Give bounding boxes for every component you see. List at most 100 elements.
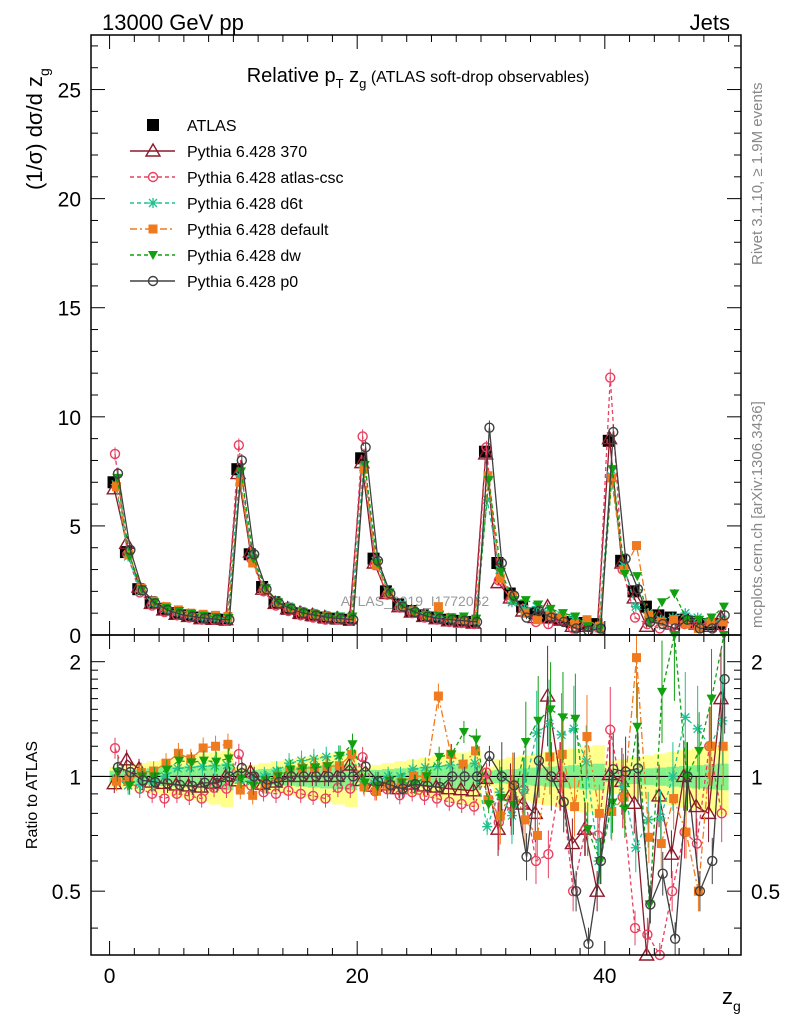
ratio-point: [334, 761, 344, 771]
ratio-point: [519, 784, 530, 795]
ratio-point: [570, 802, 580, 812]
ratio-point: [236, 762, 248, 774]
ratio-point: [692, 723, 703, 734]
ratio-point: [211, 741, 221, 751]
x-tick-label: 40: [593, 965, 616, 988]
ratio-point: [619, 804, 630, 814]
data-point: [582, 615, 592, 625]
ratio-point: [307, 790, 319, 802]
ratio-point: [409, 778, 421, 790]
ratio-point: [508, 800, 519, 810]
ratio-point: [283, 785, 294, 797]
title-zg: z: [344, 65, 360, 87]
ratio-point: [592, 830, 604, 841]
data-point: [496, 557, 507, 569]
data-point: [545, 610, 555, 620]
ratio-point: [270, 788, 282, 800]
ratio-point: [483, 800, 494, 810]
data-point: [630, 601, 641, 612]
title-sub-g: g: [359, 76, 366, 91]
ratio-line: [113, 695, 722, 956]
ratio-point: [397, 778, 408, 788]
data-point: [149, 598, 161, 609]
bottom-y-axis-label: Ratio to ATLAS: [24, 741, 41, 849]
ratio-y-tick-label: 2: [751, 652, 763, 675]
data-point: [644, 610, 654, 620]
ratio-point: [221, 783, 232, 794]
y-tick-label: 10: [58, 407, 81, 430]
ratio-point: [248, 781, 259, 791]
ratio-point: [286, 771, 297, 782]
data-point: [233, 439, 245, 451]
ratio-point: [335, 751, 346, 761]
title-rest: (ATLAS soft-drop observables): [366, 69, 589, 86]
ratio-point: [663, 845, 680, 860]
ratio-point: [520, 738, 531, 748]
ratio-point: [605, 724, 616, 735]
data-point: [162, 604, 173, 616]
top-plot-title: Relative pT zg (ATLAS soft-drop observab…: [247, 65, 590, 91]
x-tick-label: 0: [104, 965, 116, 988]
ratio-point: [284, 758, 295, 769]
ratio-point: [594, 808, 604, 818]
data-point: [632, 583, 644, 595]
ratio-point: [608, 763, 619, 775]
ratio-point: [469, 758, 480, 769]
ratio-point: [489, 820, 507, 835]
ratio-point: [471, 746, 481, 756]
ratio-point: [632, 763, 644, 774]
data-point: [694, 615, 705, 625]
legend-marker: [148, 224, 158, 234]
ratio-point: [359, 782, 369, 792]
data-point: [187, 611, 198, 622]
data-point: [484, 422, 495, 433]
ratio-point: [508, 780, 520, 791]
ratio-point: [233, 748, 245, 760]
ratio-point: [496, 793, 507, 803]
legend-label: Pythia 6.428 dw: [187, 248, 301, 265]
ratio-point: [347, 740, 358, 750]
ratio-point: [595, 855, 607, 867]
legend-marker: [147, 275, 159, 287]
ratio-point: [468, 801, 480, 812]
ratio-point: [421, 772, 432, 782]
data-point: [605, 372, 616, 383]
data-point: [372, 555, 384, 567]
ratio-point: [545, 752, 555, 762]
data-point: [211, 614, 223, 625]
ratio-point: [199, 777, 210, 788]
ratio-point: [706, 741, 716, 751]
ratio-point: [159, 793, 170, 804]
legend-label: Pythia 6.428 p0: [187, 274, 298, 291]
data-point: [545, 604, 556, 614]
data-point: [521, 612, 532, 623]
ratio-point: [149, 776, 161, 788]
ratio-point: [456, 798, 467, 810]
ratio-point: [321, 751, 332, 762]
ratio-point: [422, 780, 433, 792]
ratio-point: [420, 762, 431, 773]
ratio-point: [248, 790, 258, 800]
data-point: [495, 573, 505, 583]
y-tick-label: 0: [69, 625, 81, 648]
data-point: [657, 618, 668, 630]
data-point: [298, 607, 309, 619]
data-point: [137, 585, 148, 596]
data-point: [385, 588, 396, 599]
data-point: [546, 612, 557, 623]
ratio-point: [372, 786, 382, 796]
ratio-y-tick-label: 0.5: [751, 881, 780, 904]
ratio-point: [345, 783, 356, 794]
ratio-point: [434, 752, 445, 762]
ratio-point: [236, 774, 247, 784]
ratio-point: [619, 792, 629, 802]
data-point: [236, 455, 248, 466]
ratio-point: [446, 750, 457, 760]
ratio-point: [682, 771, 693, 782]
ratio-y-tick-label: 1: [751, 766, 763, 789]
ratio-point: [260, 776, 271, 786]
ratio-point: [694, 746, 705, 756]
data-point: [174, 607, 185, 616]
ylabel-main: (1/σ) dσ/d z: [22, 76, 47, 190]
legend-marker: [147, 171, 159, 183]
